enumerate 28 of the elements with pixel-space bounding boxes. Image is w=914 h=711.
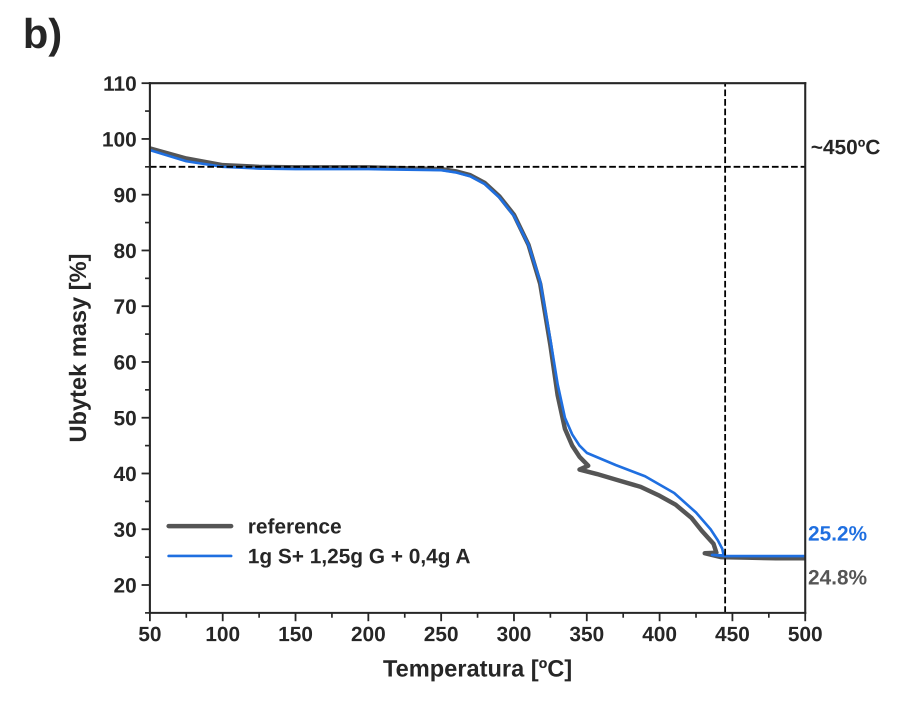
y-tick-label: 30 <box>114 522 136 538</box>
x-tick-label: 100 <box>206 626 240 642</box>
y-tick-label: 110 <box>104 76 136 91</box>
x-tick-label: 400 <box>642 626 676 642</box>
legend-label: 1g S+ 1,25g G + 0,4g A <box>249 548 470 568</box>
y-tick-label: 40 <box>114 466 136 482</box>
chart-title: b) <box>26 18 60 57</box>
x-tick-label: 300 <box>497 626 530 642</box>
x-tick-label: 200 <box>352 626 385 642</box>
ref-line-label: ~450ºC <box>812 140 880 154</box>
y-tick-label: 60 <box>114 354 136 370</box>
y-tick-label: 80 <box>114 243 136 258</box>
x-axis-title: Temperatura [ºC] <box>383 659 571 682</box>
x-tick-label: 500 <box>788 626 822 642</box>
x-tick-label: 50 <box>138 626 161 642</box>
x-tick-label: 150 <box>279 626 312 642</box>
annotation: 24.8% <box>808 570 867 585</box>
y-tick-label: 90 <box>114 188 136 202</box>
legend-label: reference <box>249 518 341 534</box>
y-tick-label: 50 <box>114 410 136 426</box>
y-tick-label: 100 <box>103 132 136 147</box>
x-tick-label: 450 <box>715 626 749 642</box>
y-tick-label: 20 <box>114 578 136 593</box>
y-tick-label: 70 <box>114 299 136 314</box>
annotation: 25.2% <box>808 526 867 541</box>
y-axis-title: Ubytek masy [%] <box>68 254 91 442</box>
x-tick-label: 250 <box>424 626 458 642</box>
x-tick-label: 350 <box>570 626 604 642</box>
